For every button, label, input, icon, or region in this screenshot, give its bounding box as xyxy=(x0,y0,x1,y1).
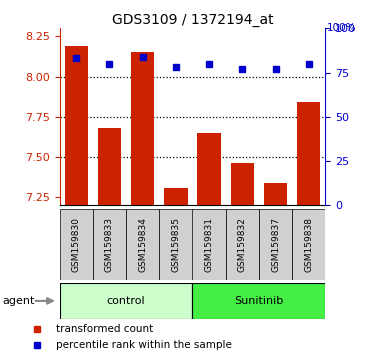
Text: agent: agent xyxy=(2,296,34,306)
Text: GSM159832: GSM159832 xyxy=(238,217,247,272)
Bar xyxy=(131,52,154,205)
Bar xyxy=(126,209,159,280)
Bar xyxy=(65,46,88,205)
Text: percentile rank within the sample: percentile rank within the sample xyxy=(55,340,231,350)
Bar xyxy=(192,283,325,319)
Text: GSM159837: GSM159837 xyxy=(271,217,280,272)
Bar xyxy=(292,209,325,280)
Text: GSM159833: GSM159833 xyxy=(105,217,114,272)
Text: GSM159835: GSM159835 xyxy=(171,217,181,272)
Bar xyxy=(259,209,292,280)
Bar xyxy=(98,128,121,205)
Bar xyxy=(297,102,320,205)
Title: GDS3109 / 1372194_at: GDS3109 / 1372194_at xyxy=(112,13,273,27)
Text: 100%: 100% xyxy=(327,23,357,33)
Bar xyxy=(93,209,126,280)
Bar xyxy=(198,133,221,205)
Bar xyxy=(164,188,187,205)
Bar xyxy=(264,183,287,205)
Bar xyxy=(231,164,254,205)
Text: GSM159830: GSM159830 xyxy=(72,217,81,272)
Bar xyxy=(60,283,192,319)
Bar xyxy=(60,209,93,280)
Text: GSM159834: GSM159834 xyxy=(138,217,147,272)
Text: GSM159831: GSM159831 xyxy=(204,217,214,272)
Text: transformed count: transformed count xyxy=(55,324,153,333)
Text: Sunitinib: Sunitinib xyxy=(234,296,283,306)
Bar xyxy=(159,209,192,280)
Bar xyxy=(226,209,259,280)
Text: control: control xyxy=(107,296,146,306)
Text: GSM159838: GSM159838 xyxy=(304,217,313,272)
Bar xyxy=(192,209,226,280)
